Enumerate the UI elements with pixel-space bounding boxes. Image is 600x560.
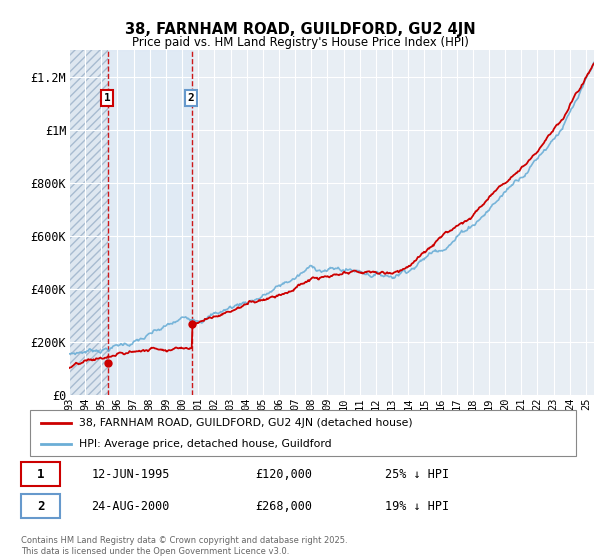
Text: Price paid vs. HM Land Registry's House Price Index (HPI): Price paid vs. HM Land Registry's House …	[131, 36, 469, 49]
Text: £120,000: £120,000	[255, 468, 312, 480]
Bar	[69, 50, 109, 395]
Text: 38, FARNHAM ROAD, GUILDFORD, GU2 4JN: 38, FARNHAM ROAD, GUILDFORD, GU2 4JN	[125, 22, 475, 38]
Text: 2: 2	[188, 93, 194, 103]
Text: 1: 1	[104, 93, 110, 103]
FancyBboxPatch shape	[30, 410, 576, 456]
Text: 24-AUG-2000: 24-AUG-2000	[91, 500, 170, 513]
Text: 2: 2	[37, 500, 44, 513]
Text: 25% ↓ HPI: 25% ↓ HPI	[385, 468, 449, 480]
Text: 19% ↓ HPI: 19% ↓ HPI	[385, 500, 449, 513]
FancyBboxPatch shape	[21, 462, 61, 486]
Text: 12-JUN-1995: 12-JUN-1995	[91, 468, 170, 480]
Text: £268,000: £268,000	[255, 500, 312, 513]
Bar	[69, 50, 109, 395]
Text: 38, FARNHAM ROAD, GUILDFORD, GU2 4JN (detached house): 38, FARNHAM ROAD, GUILDFORD, GU2 4JN (de…	[79, 418, 413, 428]
Text: HPI: Average price, detached house, Guildford: HPI: Average price, detached house, Guil…	[79, 439, 332, 449]
FancyBboxPatch shape	[21, 494, 61, 519]
Text: Contains HM Land Registry data © Crown copyright and database right 2025.
This d: Contains HM Land Registry data © Crown c…	[21, 536, 347, 556]
Bar	[109, 50, 193, 395]
Text: 1: 1	[37, 468, 44, 480]
